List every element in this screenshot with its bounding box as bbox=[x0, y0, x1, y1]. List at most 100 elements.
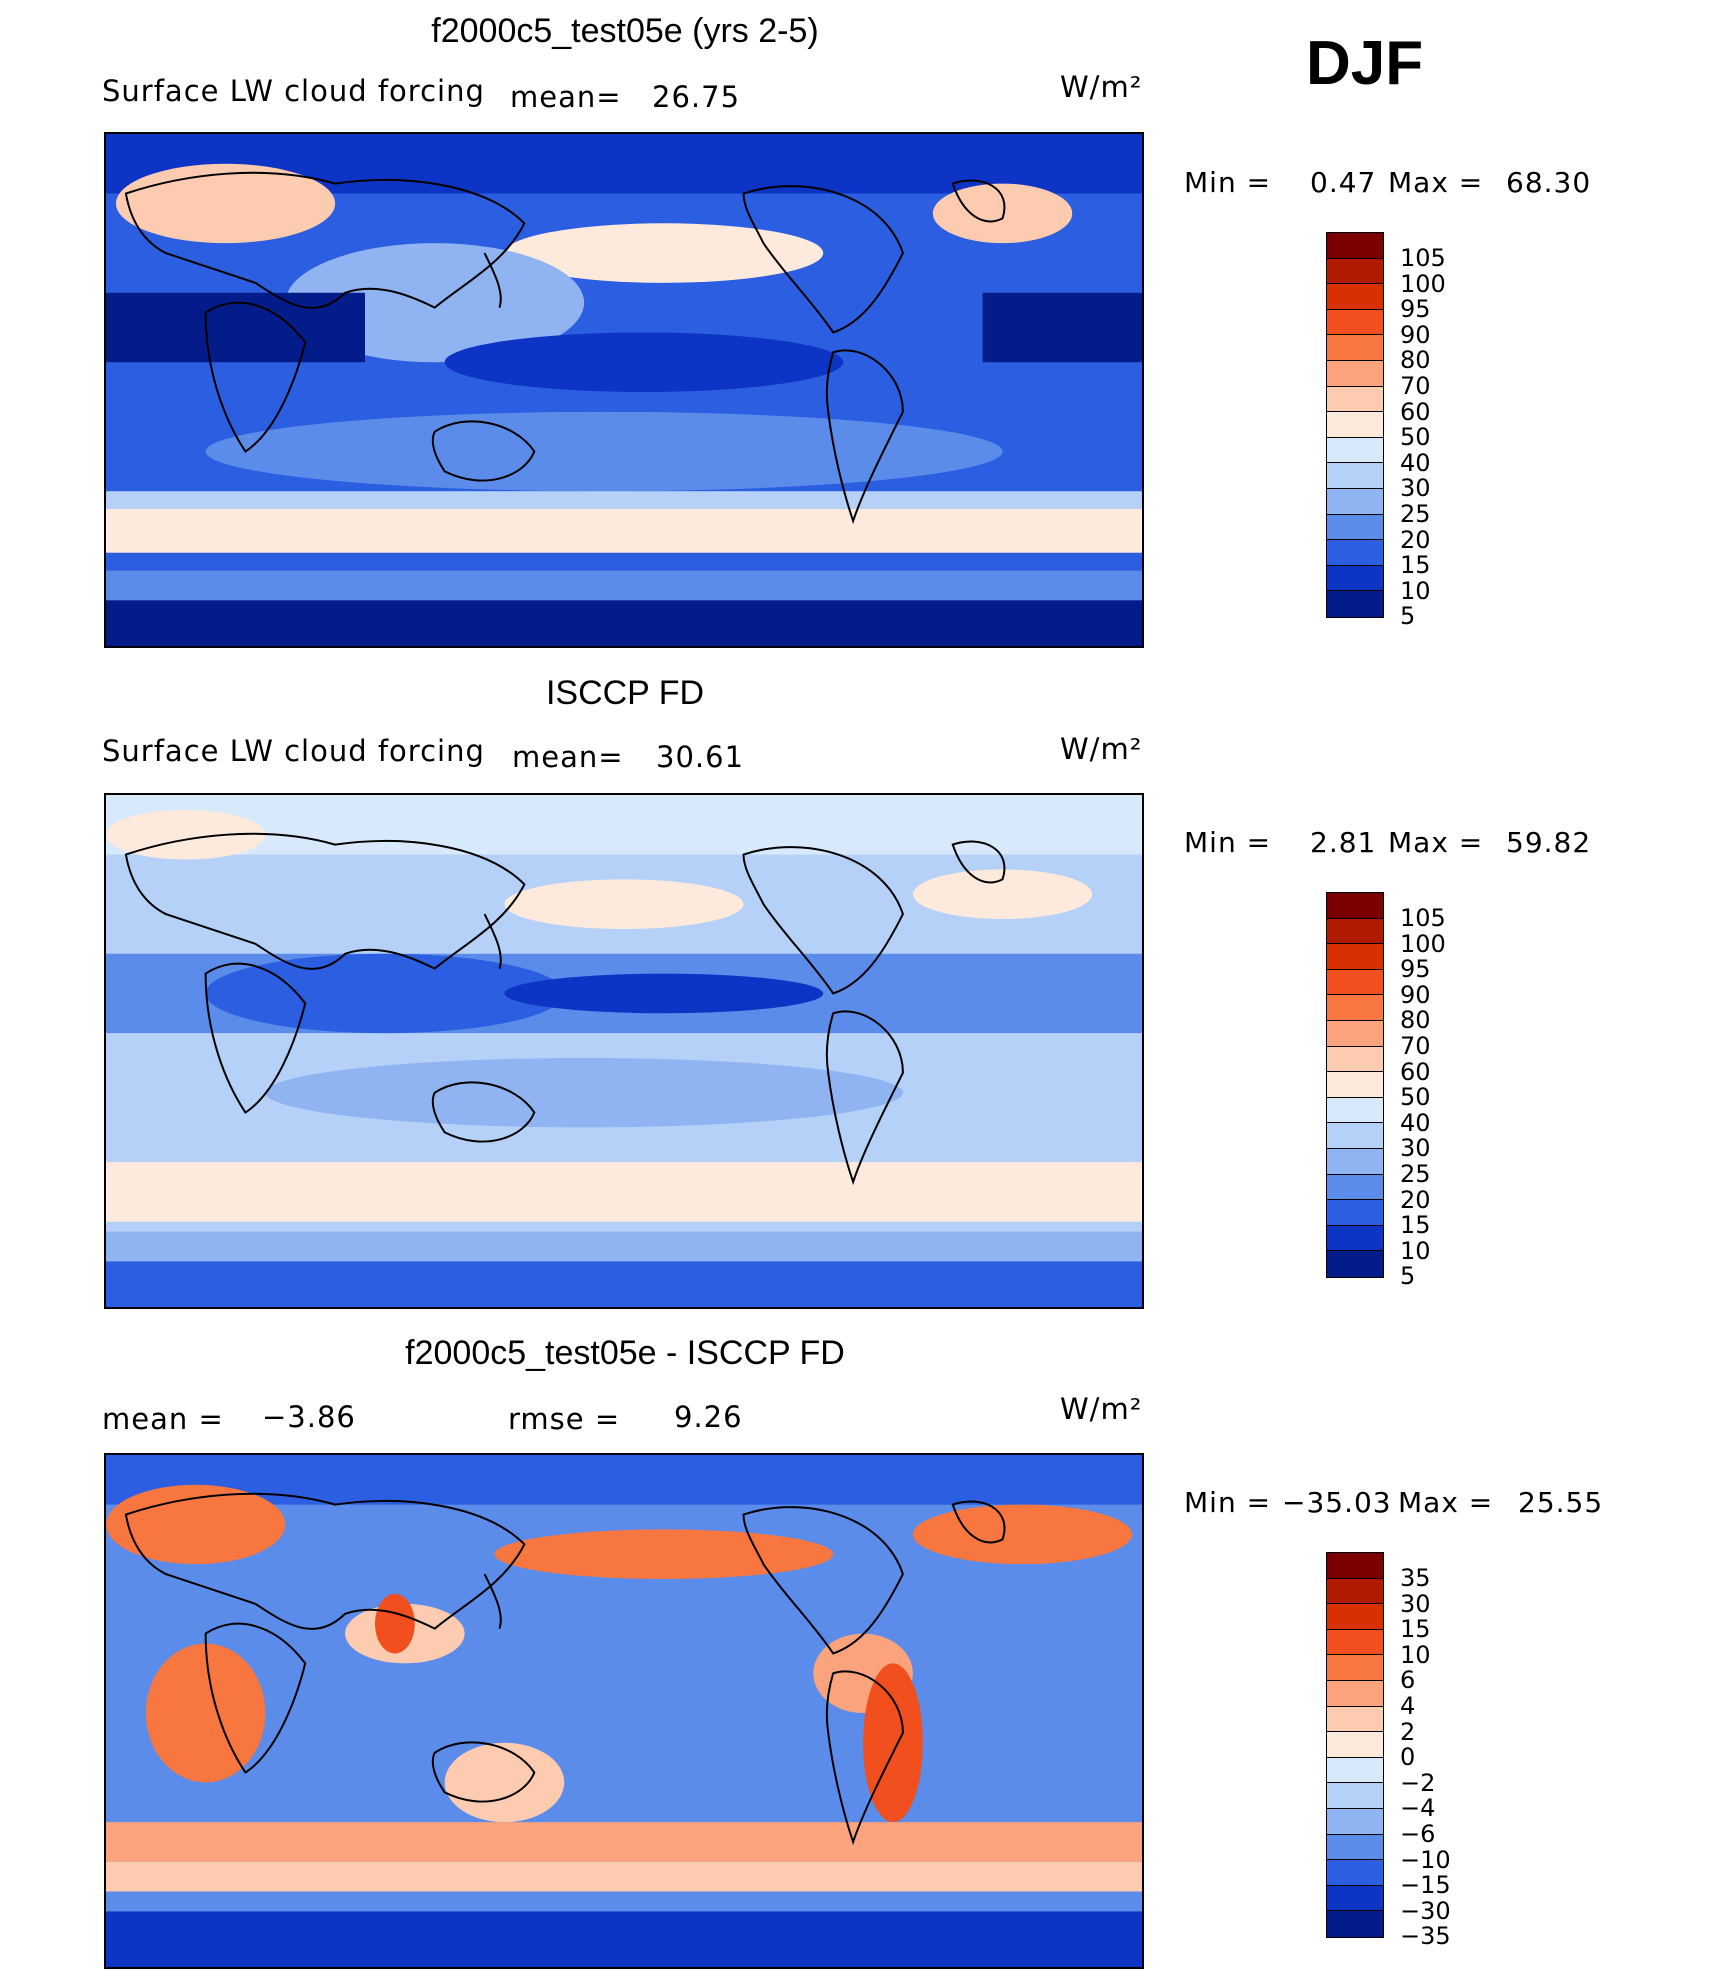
colorbar-swatch bbox=[1327, 591, 1383, 617]
colorbar-swatch bbox=[1327, 437, 1383, 464]
coastlines bbox=[124, 171, 1006, 525]
colorbar-swatch bbox=[1327, 1046, 1383, 1073]
pacific-itcz bbox=[444, 332, 844, 392]
colorbar-level-label: 15 bbox=[1400, 551, 1431, 580]
panel1-colorbar-labels: 105 100 95 90 80 70 60 50 40 30 25 20 15… bbox=[1400, 245, 1446, 631]
panel1-mean-value: 26.75 bbox=[652, 80, 741, 114]
greenland-warm bbox=[932, 183, 1073, 244]
north-atlantic-east-warm bbox=[912, 869, 1093, 920]
panel1-max-value: 68.30 bbox=[1506, 166, 1592, 199]
colorbar-swatch bbox=[1327, 1629, 1383, 1656]
southern-warm-band bbox=[106, 509, 1142, 553]
colorbar-level-label: 5 bbox=[1400, 1262, 1416, 1291]
colorbar-swatch bbox=[1327, 412, 1383, 438]
colorbar-level-label: 10 bbox=[1400, 1640, 1431, 1669]
southern-ocean-band bbox=[106, 1891, 1142, 1912]
panel3-min-value: −35.03 bbox=[1282, 1486, 1392, 1519]
colorbar-swatch bbox=[1327, 488, 1383, 515]
colorbar-level-label: 30 bbox=[1400, 474, 1431, 503]
coastlines bbox=[124, 1492, 1006, 1846]
tropical-band-west bbox=[106, 292, 365, 363]
colorbar-level-label: 25 bbox=[1400, 1159, 1431, 1188]
colorbar-swatch bbox=[1327, 540, 1383, 566]
colorbar-swatch bbox=[1327, 944, 1383, 970]
colorbar-level-label: −35 bbox=[1400, 1922, 1451, 1951]
panel1-min-label: Min = bbox=[1184, 166, 1272, 199]
panel1-title: f2000c5_test05e (yrs 2-5) bbox=[431, 12, 819, 50]
colorbar-swatch bbox=[1327, 1680, 1383, 1707]
colorbar-level-label: −2 bbox=[1400, 1768, 1436, 1797]
panel3-max-value: 25.55 bbox=[1518, 1486, 1604, 1519]
colorbar-level-label: 15 bbox=[1400, 1615, 1431, 1644]
colorbar-swatch bbox=[1327, 258, 1383, 285]
colorbar-swatch bbox=[1327, 1732, 1383, 1758]
panel1-mean-label: mean= bbox=[510, 80, 622, 114]
colorbar-level-label: 40 bbox=[1400, 1108, 1431, 1137]
colorbar-level-label: 30 bbox=[1400, 1134, 1431, 1163]
colorbar-swatch bbox=[1327, 1097, 1383, 1124]
colorbar-swatch bbox=[1327, 918, 1383, 945]
colorbar-level-label: 10 bbox=[1400, 576, 1431, 605]
colorbar-swatch bbox=[1327, 1706, 1383, 1733]
colorbar-swatch bbox=[1327, 1200, 1383, 1226]
colorbar-swatch bbox=[1327, 463, 1383, 489]
colorbar-level-label: 6 bbox=[1400, 1666, 1416, 1695]
colorbar-level-label: 80 bbox=[1400, 1006, 1431, 1035]
panel3-units: W/m² bbox=[1060, 1392, 1143, 1426]
colorbar-swatch bbox=[1327, 1020, 1383, 1047]
colorbar-level-label: 95 bbox=[1400, 955, 1431, 984]
panel2-mean-label: mean= bbox=[512, 740, 624, 774]
colorbar-swatch bbox=[1327, 969, 1383, 996]
colorbar-level-label: 2 bbox=[1400, 1717, 1416, 1746]
colorbar-level-label: −4 bbox=[1400, 1794, 1436, 1823]
panel2-title: ISCCP FD bbox=[545, 674, 705, 712]
colorbar-level-label: 60 bbox=[1400, 1057, 1431, 1086]
colorbar-level-label: 30 bbox=[1400, 1589, 1431, 1618]
colorbar-level-label: 0 bbox=[1400, 1743, 1416, 1772]
indian-ocean-region bbox=[205, 953, 565, 1034]
australia-positive bbox=[444, 1742, 565, 1823]
panel2-variable: Surface LW cloud forcing bbox=[102, 734, 485, 768]
colorbar-level-label: 80 bbox=[1400, 346, 1431, 375]
south-subtropics bbox=[265, 1057, 903, 1128]
colorbar-level-label: −15 bbox=[1400, 1871, 1451, 1900]
north-atlantic-warm bbox=[106, 809, 266, 860]
colorbar-swatch bbox=[1327, 1072, 1383, 1098]
panel2-colorbar bbox=[1326, 892, 1384, 1278]
panel1-map-svg bbox=[106, 134, 1142, 646]
southern-positive-band bbox=[106, 1822, 1142, 1862]
colorbar-level-label: 5 bbox=[1400, 602, 1416, 631]
colorbar-level-label: 10 bbox=[1400, 1236, 1431, 1265]
bay-of-bengal-positive bbox=[374, 1593, 415, 1654]
colorbar-level-label: 4 bbox=[1400, 1691, 1416, 1720]
antarctic-band bbox=[106, 1261, 1142, 1307]
colorbar-swatch bbox=[1327, 1174, 1383, 1201]
panel2-units: W/m² bbox=[1060, 732, 1143, 766]
colorbar-level-label: −6 bbox=[1400, 1819, 1436, 1848]
panel2-map-svg bbox=[106, 795, 1142, 1307]
colorbar-swatch bbox=[1327, 1860, 1383, 1886]
colorbar-level-label: 50 bbox=[1400, 1083, 1431, 1112]
colorbar-swatch bbox=[1327, 1655, 1383, 1681]
europe-positive bbox=[106, 1484, 286, 1565]
colorbar-swatch bbox=[1327, 1604, 1383, 1630]
panel2-colorbar-labels: 105 100 95 90 80 70 60 50 40 30 25 20 15… bbox=[1400, 905, 1446, 1291]
tropical-band-east bbox=[982, 292, 1142, 363]
colorbar-swatch bbox=[1327, 1148, 1383, 1175]
colorbar-swatch bbox=[1327, 1885, 1383, 1912]
north-atlantic-positive bbox=[912, 1504, 1133, 1565]
panel3-rmse-value: 9.26 bbox=[674, 1400, 743, 1434]
colorbar-level-label: 90 bbox=[1400, 320, 1431, 349]
colorbar-swatch bbox=[1327, 565, 1383, 592]
colorbar-swatch bbox=[1327, 1757, 1383, 1784]
panel2-max-label: Max = bbox=[1388, 826, 1484, 859]
colorbar-level-label: 100 bbox=[1400, 929, 1446, 958]
arctic-band bbox=[106, 1455, 1142, 1505]
colorbar-level-label: 40 bbox=[1400, 448, 1431, 477]
panel3-map-svg bbox=[106, 1455, 1142, 1967]
panel3-title: f2000c5_test05e - ISCCP FD bbox=[405, 1334, 845, 1372]
colorbar-swatch bbox=[1327, 1911, 1383, 1937]
southern-ocean-band bbox=[106, 1231, 1142, 1262]
panel3-rmse-label: rmse = bbox=[508, 1402, 621, 1436]
panel2-map bbox=[104, 793, 1144, 1309]
